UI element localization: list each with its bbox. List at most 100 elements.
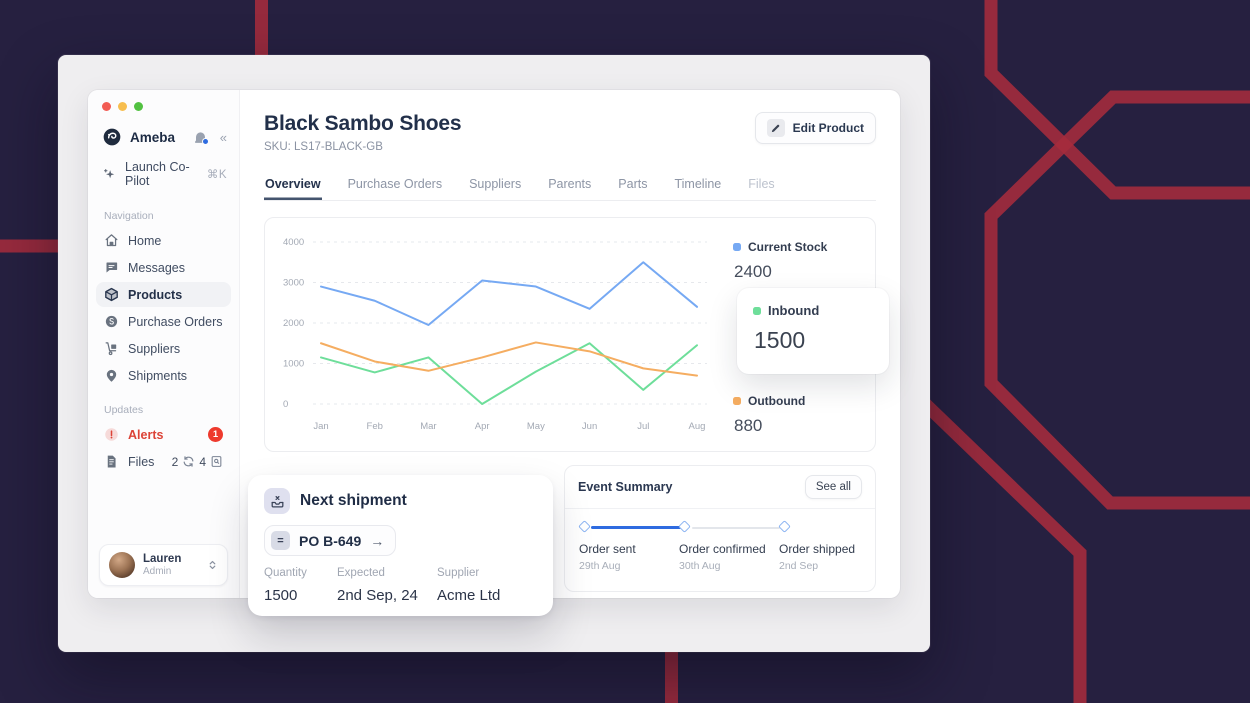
sidebar: Ameba « Launch Co-Pilot ⌘K Navigation	[88, 90, 240, 598]
sidebar-item-label: Shipments	[128, 368, 188, 383]
launch-copilot[interactable]: Launch Co-Pilot ⌘K	[88, 153, 239, 195]
tab-suppliers[interactable]: Suppliers	[469, 177, 522, 191]
stat-label: Inbound	[768, 303, 820, 318]
svg-text:4000: 4000	[283, 237, 304, 248]
milestone-date: 2nd Sep	[779, 560, 819, 572]
stat-label: Current Stock	[748, 240, 828, 254]
timeline-segment-pending	[692, 527, 780, 529]
pencil-icon	[766, 119, 785, 137]
tab-parts[interactable]: Parts	[618, 177, 648, 191]
user-account-switcher[interactable]: Lauren Admin	[99, 544, 228, 586]
milestone-diamond-icon	[778, 520, 791, 533]
chevron-updown-icon	[207, 558, 218, 572]
maximize-window-button[interactable]	[134, 102, 143, 111]
chart-legend-stats: Current Stock 2400 Inbound 1500	[715, 226, 889, 445]
avatar	[109, 552, 135, 578]
app-window: Ameba « Launch Co-Pilot ⌘K Navigation	[88, 90, 900, 598]
home-icon	[104, 233, 119, 248]
timeline-track	[578, 520, 861, 534]
svg-text:Apr: Apr	[475, 421, 490, 432]
collapse-sidebar-icon[interactable]: «	[219, 129, 227, 145]
brand-name: Ameba	[130, 129, 176, 145]
sidebar-item-label: Home	[128, 233, 162, 248]
field-supplier: Supplier Acme Ltd	[437, 567, 500, 602]
next-shipment-fields: Quantity 1500 Expected 2nd Sep, 24 Suppl…	[264, 567, 537, 604]
milestone-order-confirmed: Order confirmed 30th Aug	[679, 542, 789, 572]
main-content: Black Sambo Shoes SKU: LS17-BLACK-GB Edi…	[240, 90, 900, 598]
next-shipment-header: Next shipment	[264, 488, 537, 514]
field-value: 2nd Sep, 24	[337, 586, 418, 604]
window-controls	[88, 90, 239, 119]
files-counters: 2 4	[172, 455, 223, 469]
svg-text:Jan: Jan	[313, 421, 328, 432]
product-sku: SKU: LS17-BLACK-GB	[264, 141, 383, 153]
sidebar-item-messages[interactable]: Messages	[96, 255, 231, 280]
svg-text:0: 0	[283, 399, 288, 410]
copilot-label: Launch Co-Pilot	[125, 160, 190, 188]
files-icon	[104, 454, 119, 469]
sidebar-item-products[interactable]: Products	[96, 282, 231, 307]
sync-icon	[182, 455, 195, 468]
user-name: Lauren	[143, 552, 182, 565]
sidebar-item-purchase-orders[interactable]: Purchase Orders	[96, 309, 231, 334]
tab-parents[interactable]: Parents	[548, 177, 592, 191]
sidebar-item-shipments[interactable]: Shipments	[96, 363, 231, 388]
current-stock-swatch	[733, 243, 741, 251]
navigation-section-label: Navigation	[104, 210, 154, 222]
milestone-order-shipped: Order shipped 2nd Sep	[779, 542, 889, 572]
field-label: Supplier	[437, 567, 480, 579]
sparkles-icon	[102, 167, 117, 182]
svg-text:May: May	[527, 421, 545, 432]
svg-text:Feb: Feb	[367, 421, 383, 432]
notifications-bell-icon[interactable]	[193, 130, 209, 145]
edit-product-button[interactable]: Edit Product	[754, 112, 876, 144]
milestone-label: Order sent	[579, 542, 636, 556]
brand-row: Ameba «	[88, 119, 239, 153]
sidebar-item-label: Messages	[128, 260, 185, 275]
suppliers-handtruck-icon	[104, 341, 119, 356]
product-tabs: Overview Purchase Orders Suppliers Paren…	[264, 177, 876, 201]
outbound-swatch	[733, 397, 741, 405]
field-quantity: Quantity 1500	[264, 567, 337, 602]
tab-timeline[interactable]: Timeline	[674, 177, 722, 191]
copilot-shortcut: ⌘K	[206, 169, 227, 181]
close-window-button[interactable]	[102, 102, 111, 111]
tab-files[interactable]: Files	[748, 177, 775, 191]
sidebar-item-home[interactable]: Home	[96, 228, 231, 253]
stat-value: 1500	[754, 327, 806, 353]
tab-purchase-orders[interactable]: Purchase Orders	[347, 177, 443, 191]
edit-product-label: Edit Product	[792, 121, 864, 135]
milestone-label: Order shipped	[779, 542, 856, 556]
po-link-chip[interactable]: = PO B-649 →	[264, 525, 397, 556]
sidebar-item-suppliers[interactable]: Suppliers	[96, 336, 231, 361]
sidebar-item-files[interactable]: Files 2 4	[96, 449, 231, 474]
files-sync-count: 2	[171, 454, 179, 469]
svg-text:1000: 1000	[283, 359, 304, 370]
field-label: Quantity	[264, 567, 307, 579]
products-box-icon	[104, 287, 119, 302]
milestone-date: 30th Aug	[679, 560, 721, 572]
see-all-button[interactable]: See all	[804, 475, 862, 499]
next-shipment-title: Next shipment	[300, 492, 407, 509]
svg-text:3000: 3000	[283, 278, 304, 289]
field-expected: Expected 2nd Sep, 24	[337, 567, 437, 604]
stock-chart-card: 4000 3000 2000 1000 0 Jan Feb Mar Apr May Jun Jul Au…	[264, 217, 889, 452]
purchase-orders-icon	[104, 314, 119, 329]
minimize-window-button[interactable]	[118, 102, 127, 111]
timeline-segment-done	[591, 526, 681, 529]
tab-overview[interactable]: Overview	[264, 177, 322, 200]
arrow-right-icon: →	[370, 532, 385, 549]
stat-value: 880	[734, 416, 763, 435]
sidebar-item-alerts[interactable]: Alerts 1	[96, 422, 231, 447]
svg-text:2000: 2000	[283, 318, 304, 329]
timeline-labels: Order sent 29th Aug Order confirmed 30th…	[579, 542, 861, 578]
milestone-diamond-icon	[678, 520, 691, 533]
stat-outbound: Outbound 880	[733, 394, 805, 436]
stock-chart: 4000 3000 2000 1000 0 Jan Feb Mar Apr May Jun Jul Au…	[277, 226, 715, 445]
svg-text:Mar: Mar	[420, 421, 436, 432]
files-doc-count: 4	[199, 454, 206, 469]
inbox-tray-icon	[264, 488, 290, 514]
next-shipment-card: Next shipment = PO B-649 → Quantity 1500…	[248, 475, 553, 616]
svg-text:Aug: Aug	[689, 421, 706, 432]
